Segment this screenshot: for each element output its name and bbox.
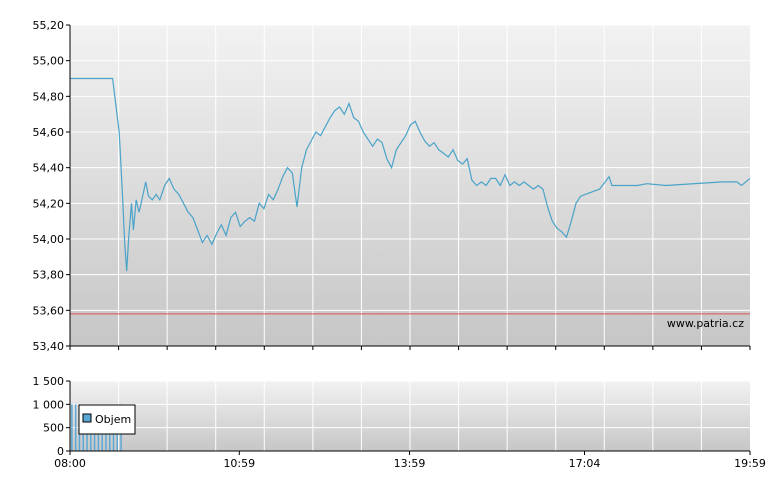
price-y-tick-label: 54,80 bbox=[33, 90, 65, 103]
price-y-ticks: 55,20 55,00 54,80 54,60 54,40 54,20 54,00 53,80… bbox=[33, 19, 70, 353]
watermark: www.patria.cz bbox=[667, 317, 744, 330]
legend-box bbox=[78, 404, 136, 435]
x-tick-label: 17:04 bbox=[569, 457, 601, 470]
x-ticks: 08:00 10:59 13:59 17:04 19:59 bbox=[54, 346, 766, 470]
price-line bbox=[70, 77, 751, 272]
price-y-tick-label: 54,60 bbox=[33, 126, 65, 139]
price-y-tick-label: 53,80 bbox=[33, 269, 65, 282]
x-tick-label: 08:00 bbox=[54, 457, 86, 470]
volume-y-ticks: 1 500 1 000 500 0 bbox=[33, 375, 70, 458]
price-y-tick-label: 55,20 bbox=[33, 19, 65, 32]
x-tick-label: 10:59 bbox=[223, 457, 255, 470]
price-y-tick-label: 54,20 bbox=[33, 197, 65, 210]
volume-legend: Objem bbox=[78, 404, 136, 435]
x-tick-label: 19:59 bbox=[734, 457, 766, 470]
price-y-tick-label: 55,00 bbox=[33, 55, 65, 68]
volume-y-tick-label: 500 bbox=[43, 422, 64, 435]
x-tick-label: 13:59 bbox=[394, 457, 426, 470]
price-y-tick-label: 53,60 bbox=[33, 304, 65, 317]
price-y-tick-label: 54,00 bbox=[33, 233, 65, 246]
price-y-tick-label: 54,40 bbox=[33, 162, 65, 175]
legend-label: Objem bbox=[95, 413, 131, 426]
volume-y-tick-label: 1 000 bbox=[33, 398, 65, 411]
price-y-tick-label: 53,40 bbox=[33, 340, 65, 353]
volume-y-tick-label: 0 bbox=[57, 445, 64, 458]
legend-swatch bbox=[82, 413, 92, 423]
volume-y-tick-label: 1 500 bbox=[33, 375, 65, 388]
